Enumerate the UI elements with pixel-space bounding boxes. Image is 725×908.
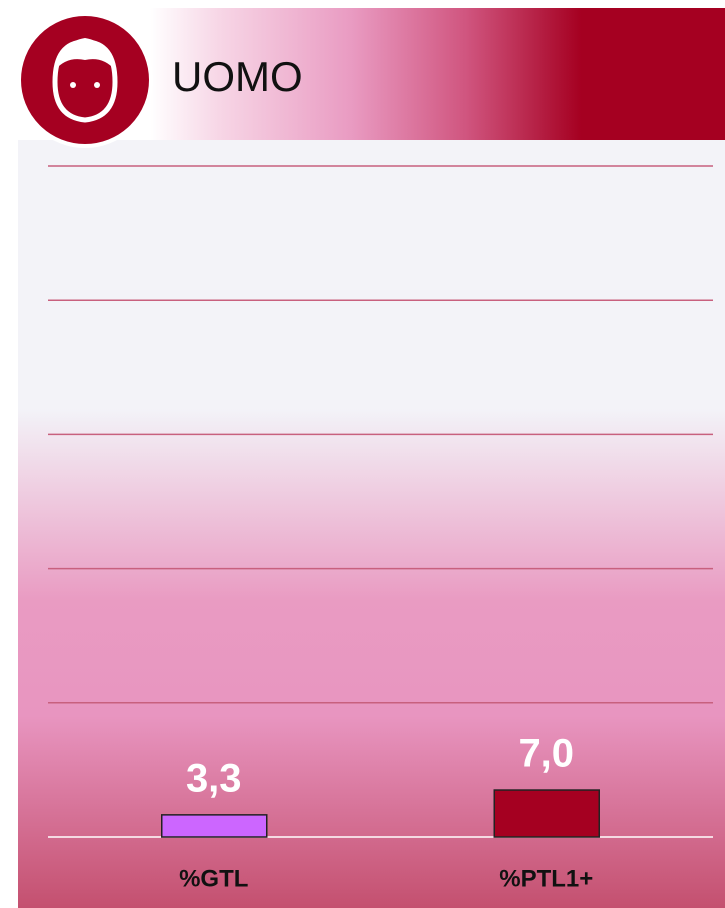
- x-tick-label: %PTL1+: [499, 865, 593, 892]
- value-label: 3,3: [186, 756, 242, 800]
- chart-title: UOMO: [172, 53, 303, 100]
- header-band: [150, 8, 725, 140]
- value-label: 7,0: [518, 732, 574, 776]
- bar: [161, 814, 268, 838]
- chart-background: [18, 140, 725, 908]
- x-tick-label: %GTL: [179, 865, 248, 892]
- avatar-icon: [17, 12, 153, 148]
- bar: [493, 789, 600, 838]
